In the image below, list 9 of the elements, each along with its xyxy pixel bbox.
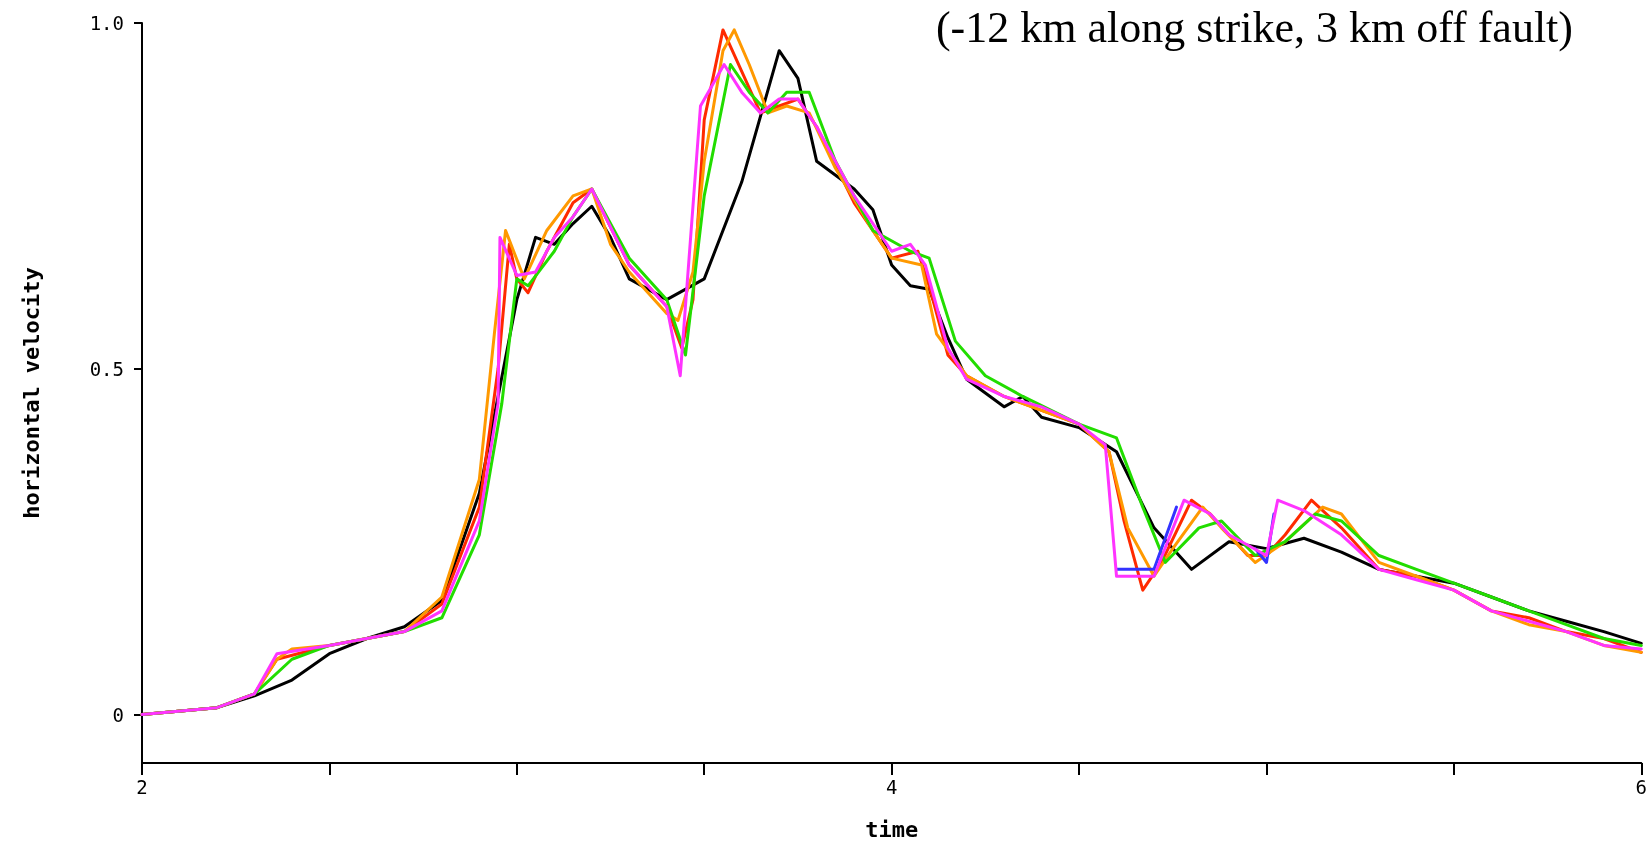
y-tick-label: 0 bbox=[112, 703, 124, 726]
y-tick-label: 1.0 bbox=[89, 12, 124, 34]
y-axis-title: horizontal velocity bbox=[18, 267, 44, 519]
x-tick-label: 2 bbox=[136, 775, 148, 798]
x-tick-label: 4 bbox=[885, 775, 898, 798]
y-tick-label: 0.5 bbox=[89, 357, 124, 380]
x-axis-title: time bbox=[865, 816, 919, 842]
chart-title: (-12 km along strike, 3 km off fault) bbox=[935, 2, 1574, 52]
x-tick-label: 6 bbox=[1635, 775, 1648, 798]
